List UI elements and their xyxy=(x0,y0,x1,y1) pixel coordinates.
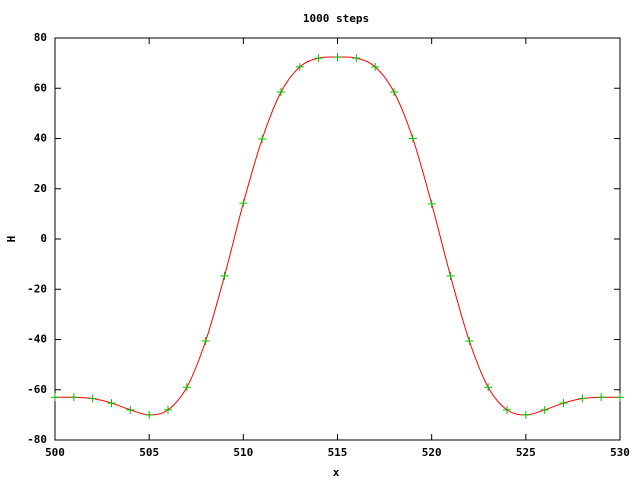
data-point xyxy=(201,337,210,346)
y-tick-label: -20 xyxy=(27,282,47,295)
x-tick-label: 505 xyxy=(139,446,159,459)
x-tick-label: 520 xyxy=(422,446,442,459)
y-tick-label: 40 xyxy=(34,132,47,145)
data-point xyxy=(408,134,417,143)
data-point xyxy=(258,135,267,144)
y-tick-label: -60 xyxy=(27,383,47,396)
data-point xyxy=(559,399,568,408)
y-tick-label: 60 xyxy=(34,81,47,94)
data-point xyxy=(427,199,436,208)
data-point xyxy=(182,383,191,392)
data-point xyxy=(465,337,474,346)
data-point xyxy=(578,394,587,403)
data-point xyxy=(277,88,285,97)
data-point xyxy=(220,271,229,280)
y-tick-label: 80 xyxy=(34,31,47,44)
data-point xyxy=(145,410,154,419)
data-point xyxy=(503,405,511,414)
y-tick-label: -80 xyxy=(27,433,47,446)
y-axis-label: H xyxy=(5,236,18,243)
y-tick-label: 20 xyxy=(34,182,47,195)
x-tick-label: 510 xyxy=(233,446,253,459)
data-point xyxy=(352,54,361,63)
x-tick-label: 525 xyxy=(516,446,536,459)
y-tick-label: -40 xyxy=(27,333,47,346)
data-point xyxy=(295,62,304,71)
data-point xyxy=(446,271,455,280)
data-point xyxy=(107,399,116,408)
data-point xyxy=(521,410,530,419)
data-point xyxy=(239,199,248,208)
x-tick-label: 500 xyxy=(45,446,65,459)
data-point xyxy=(126,405,135,414)
y-tick-label: 0 xyxy=(40,232,47,245)
data-point xyxy=(51,393,59,402)
data-point xyxy=(371,62,380,71)
data-point xyxy=(69,393,78,402)
data-point xyxy=(484,383,493,392)
data-point xyxy=(314,54,323,63)
data-point xyxy=(88,394,97,403)
x-tick-label: 515 xyxy=(328,446,348,459)
data-point xyxy=(597,393,606,402)
chart-title: 1000 steps xyxy=(303,12,369,25)
data-point xyxy=(540,405,549,414)
data-point xyxy=(390,88,398,97)
x-axis-label: x xyxy=(333,466,340,479)
x-tick-label: 530 xyxy=(610,446,630,459)
data-point xyxy=(616,393,624,402)
data-point xyxy=(333,53,342,62)
data-point xyxy=(164,405,172,414)
